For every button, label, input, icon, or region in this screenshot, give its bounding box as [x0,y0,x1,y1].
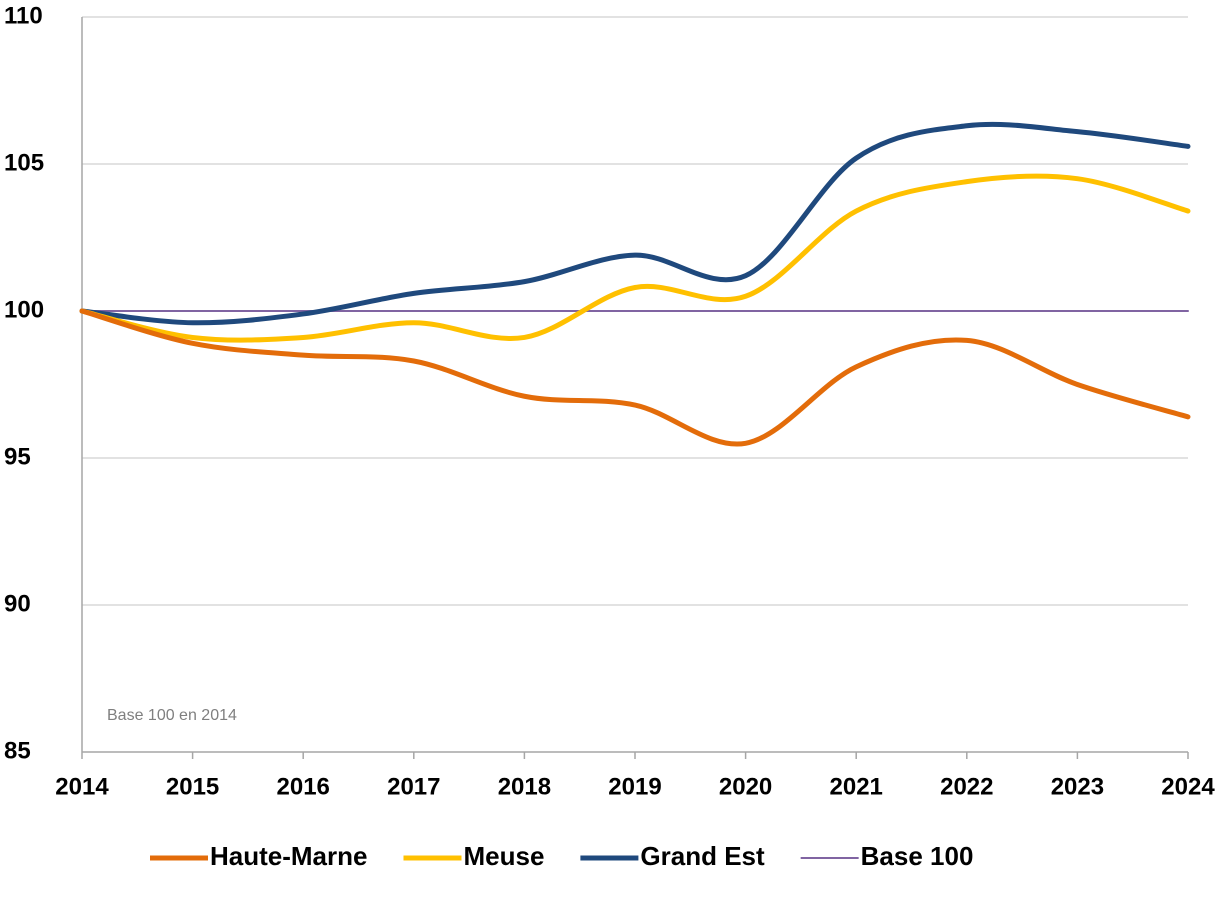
x-tick-label: 2017 [387,773,440,800]
y-tick-label: 90 [4,590,31,617]
y-tick-label: 95 [4,443,31,470]
x-tick-label: 2019 [608,773,661,800]
y-tick-label: 100 [4,296,44,323]
series-line [79,121,1191,326]
y-tick-label: 110 [4,2,43,29]
x-tick-label: 2020 [719,773,772,800]
y-tick-label: 85 [4,737,31,764]
y-tick-label: 105 [4,149,44,176]
x-tick-label: 2018 [498,773,551,800]
x-tick-label: 2024 [1161,773,1215,800]
x-tick-label: 2015 [166,773,219,800]
legend-label: Haute-Marne [210,841,367,871]
x-tick-label: 2022 [940,773,993,800]
legend-label: Meuse [463,841,544,871]
x-tick-label: 2016 [277,773,330,800]
series-line [79,173,1191,343]
annotation: Base 100 en 2014 [107,707,237,724]
series-line [79,308,1191,447]
x-tick-label: 2021 [830,773,883,800]
x-tick-label: 2014 [55,773,109,800]
legend-label: Grand Est [640,841,765,871]
x-tick-label: 2023 [1051,773,1104,800]
legend-label: Base 100 [861,841,974,871]
